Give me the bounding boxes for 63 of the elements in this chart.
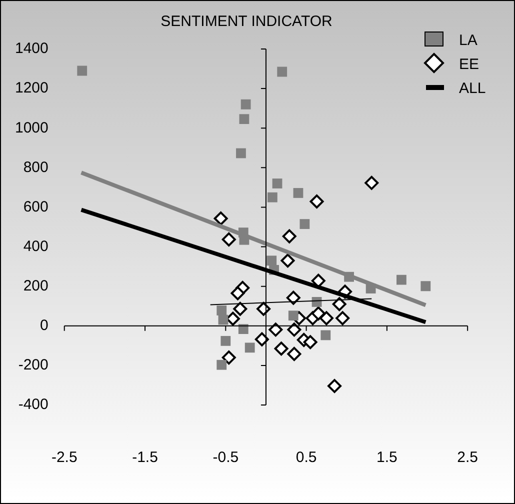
point [280, 254, 295, 268]
legend-label: LA [459, 32, 478, 50]
point [288, 310, 298, 321]
y-tick-label: 1200 [14, 80, 48, 97]
y-tick-label: -200 [18, 356, 48, 374]
point [396, 274, 406, 285]
point [230, 286, 245, 300]
point [216, 360, 227, 370]
y-tick-label: 1400 [14, 40, 48, 58]
point [293, 188, 304, 198]
point [220, 336, 231, 346]
point [233, 302, 248, 316]
x-tick-label: -0.5 [212, 449, 239, 466]
point [267, 192, 278, 202]
point [336, 311, 350, 326]
point [236, 148, 246, 158]
y-tick-label: 600 [23, 198, 48, 216]
point [274, 342, 288, 356]
point [216, 306, 227, 316]
point [420, 281, 431, 292]
y-tick-label: 1000 [14, 119, 48, 136]
point [254, 332, 269, 346]
x-tick-label: -2.5 [51, 449, 78, 466]
legend-label: ALL [459, 80, 486, 98]
point [77, 66, 88, 76]
point [300, 219, 310, 229]
point [214, 211, 228, 226]
point [266, 256, 277, 266]
point [222, 232, 236, 246]
point [268, 322, 283, 337]
point [239, 114, 250, 124]
point [328, 379, 342, 394]
x-tick-label: -1.5 [132, 449, 158, 466]
point [311, 306, 326, 320]
point [319, 311, 334, 326]
x-tick-label: 2.5 [457, 449, 478, 466]
point [303, 335, 318, 350]
y-tick-label: 800 [23, 158, 48, 176]
point [256, 302, 271, 316]
point [218, 314, 228, 325]
y-tick-label: 0 [40, 317, 48, 334]
x-tick-label: 0.5 [296, 449, 317, 466]
point [287, 322, 302, 337]
point [244, 342, 255, 353]
point [277, 66, 288, 77]
point [238, 324, 248, 334]
point [240, 99, 251, 110]
point [286, 290, 300, 305]
y-tick-label: 400 [23, 238, 48, 255]
y-tick-label: -400 [18, 396, 48, 414]
point [320, 330, 331, 340]
point [364, 176, 379, 190]
point [311, 274, 326, 288]
point [310, 194, 324, 208]
chart-title: SENTIMENT INDICATOR [160, 13, 333, 30]
point [287, 346, 302, 361]
point [222, 350, 236, 365]
point [332, 297, 346, 312]
legend-label: EE [459, 56, 480, 74]
x-tick-label: 1.5 [376, 449, 398, 466]
point [282, 229, 296, 244]
point [272, 178, 282, 188]
y-tick-label: 200 [23, 277, 48, 294]
